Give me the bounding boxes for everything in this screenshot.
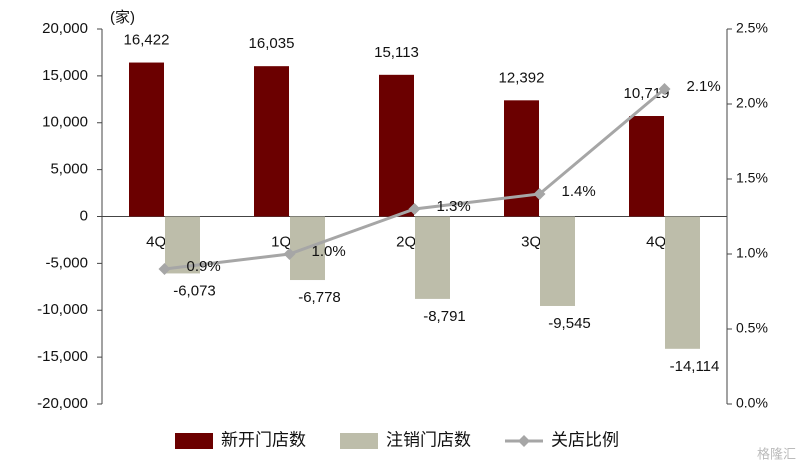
line-label: 1.4%	[562, 183, 596, 200]
bar	[254, 66, 289, 217]
line-label: 2.1%	[687, 78, 721, 95]
data-label: 15,113	[374, 44, 419, 61]
y-tick-label: 15,000	[42, 67, 88, 84]
line-label: 1.3%	[437, 198, 471, 215]
y-tick-label: -5,000	[45, 254, 88, 271]
y-tick-label: 0	[80, 207, 88, 224]
watermark: 格隆汇	[757, 446, 796, 461]
bar	[379, 74, 414, 217]
y-tick-label: -20,000	[37, 395, 88, 412]
line-marker	[533, 188, 546, 200]
line-marker	[158, 263, 171, 275]
y2-tick-label: 2.5%	[736, 20, 768, 36]
data-label: -8,791	[423, 308, 466, 325]
line-marker	[658, 83, 671, 95]
y-tick-label: -15,000	[37, 348, 88, 365]
legend-swatch	[175, 433, 213, 449]
bar	[540, 216, 575, 306]
legend-swatch	[518, 435, 530, 447]
data-label: -9,545	[548, 315, 591, 332]
y2-tick-label: 1.5%	[736, 170, 768, 186]
legend-swatch	[340, 433, 378, 449]
line-marker	[408, 203, 421, 215]
data-label: 16,035	[249, 35, 295, 52]
data-label: 12,392	[499, 69, 545, 86]
data-label: -6,073	[173, 282, 216, 299]
legend-label: 关店比例	[551, 430, 619, 449]
data-label: 16,422	[124, 32, 170, 49]
y-tick-label: -10,000	[37, 301, 88, 318]
line-label: 0.9%	[187, 258, 221, 275]
y2-tick-label: 2.0%	[736, 95, 768, 111]
y-tick-label: 5,000	[50, 161, 88, 178]
bar	[415, 216, 450, 299]
y2-tick-label: 1.0%	[736, 245, 768, 261]
bar	[665, 216, 700, 349]
data-label: -14,114	[670, 358, 720, 375]
line-marker	[283, 248, 296, 260]
data-label: 10,719	[624, 85, 670, 102]
line-label: 1.0%	[312, 243, 346, 260]
y-tick-label: 20,000	[42, 20, 88, 37]
y-tick-label: 10,000	[42, 114, 88, 131]
bar	[129, 62, 164, 217]
bar	[629, 116, 664, 217]
y2-tick-label: 0.5%	[736, 320, 768, 336]
unit-label: (家)	[110, 9, 135, 26]
legend-label: 新开门店数	[221, 430, 306, 449]
legend-label: 注销门店数	[386, 430, 471, 449]
data-label: -6,778	[298, 289, 341, 306]
y2-tick-label: 0.0%	[736, 395, 768, 411]
